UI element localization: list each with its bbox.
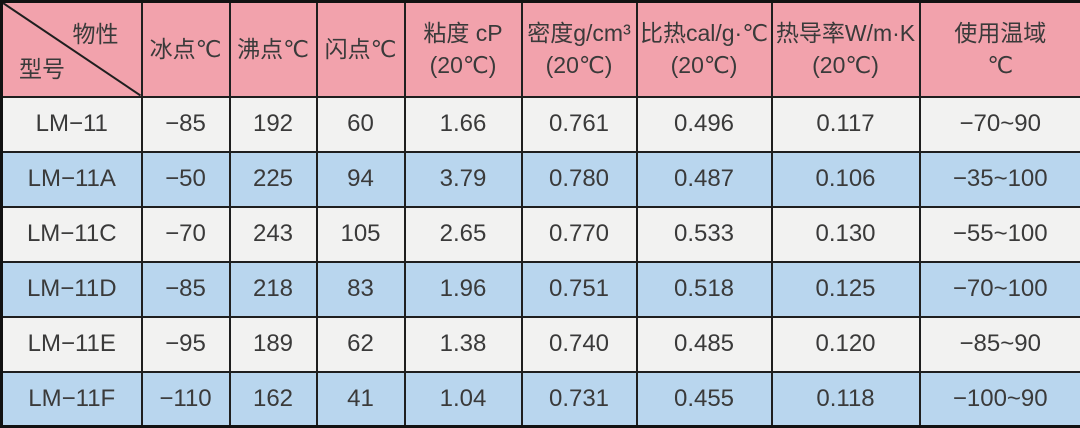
value-cell: 0.740 (522, 317, 637, 372)
value-cell: −85 (142, 97, 230, 152)
value-cell: 0.485 (637, 317, 772, 372)
value-cell: 1.66 (405, 97, 522, 152)
value-cell: 0.761 (522, 97, 637, 152)
value-cell: 105 (317, 207, 405, 262)
value-cell: 1.96 (405, 262, 522, 317)
value-cell: −55~100 (920, 207, 1080, 262)
col-header-flash-point: 闪点℃ (317, 2, 405, 97)
value-cell: −70~90 (920, 97, 1080, 152)
table-header: 物性 型号 冰点℃ 沸点℃ 闪点℃ 粘度 cP(20℃) 密度g/cm³(20℃… (2, 2, 1080, 97)
table-row: LM−11C −70 243 105 2.65 0.770 0.533 0.13… (2, 207, 1080, 262)
corner-bottom-label: 型号 (19, 50, 65, 84)
table-row: LM−11 −85 192 60 1.66 0.761 0.496 0.117 … (2, 97, 1080, 152)
value-cell: 2.65 (405, 207, 522, 262)
value-cell: 0.780 (522, 152, 637, 207)
table-row: LM−11A −50 225 94 3.79 0.780 0.487 0.106… (2, 152, 1080, 207)
value-cell: 0.770 (522, 207, 637, 262)
col-header-viscosity: 粘度 cP(20℃) (405, 2, 522, 97)
value-cell: 0.487 (637, 152, 772, 207)
model-cell: LM−11F (2, 372, 142, 427)
value-cell: 0.496 (637, 97, 772, 152)
value-cell: −70 (142, 207, 230, 262)
model-cell: LM−11E (2, 317, 142, 372)
value-cell: −85 (142, 262, 230, 317)
value-cell: 225 (230, 152, 317, 207)
model-cell: LM−11C (2, 207, 142, 262)
value-cell: 192 (230, 97, 317, 152)
value-cell: 94 (317, 152, 405, 207)
value-cell: 0.117 (772, 97, 920, 152)
value-cell: 243 (230, 207, 317, 262)
value-cell: 41 (317, 372, 405, 427)
value-cell: 0.118 (772, 372, 920, 427)
value-cell: 0.125 (772, 262, 920, 317)
value-cell: −85~90 (920, 317, 1080, 372)
model-cell: LM−11 (2, 97, 142, 152)
table-row: LM−11D −85 218 83 1.96 0.751 0.518 0.125… (2, 262, 1080, 317)
value-cell: 218 (230, 262, 317, 317)
value-cell: 0.731 (522, 372, 637, 427)
value-cell: 189 (230, 317, 317, 372)
col-header-boiling-point: 沸点℃ (230, 2, 317, 97)
header-row: 物性 型号 冰点℃ 沸点℃ 闪点℃ 粘度 cP(20℃) 密度g/cm³(20℃… (2, 2, 1080, 97)
col-header-freezing-point: 冰点℃ (142, 2, 230, 97)
col-header-specific-heat: 比热cal/g·℃(20℃) (637, 2, 772, 97)
value-cell: 0.106 (772, 152, 920, 207)
value-cell: −95 (142, 317, 230, 372)
value-cell: −50 (142, 152, 230, 207)
col-header-thermal-conductivity: 热导率W/m·K(20℃) (772, 2, 920, 97)
value-cell: 83 (317, 262, 405, 317)
value-cell: 1.04 (405, 372, 522, 427)
col-header-operating-range: 使用温域℃ (920, 2, 1080, 97)
corner-header-cell: 物性 型号 (2, 2, 142, 97)
value-cell: 0.518 (637, 262, 772, 317)
col-header-density: 密度g/cm³(20℃) (522, 2, 637, 97)
model-cell: LM−11D (2, 262, 142, 317)
value-cell: −110 (142, 372, 230, 427)
table-row: LM−11F −110 162 41 1.04 0.731 0.455 0.11… (2, 372, 1080, 427)
value-cell: −100~90 (920, 372, 1080, 427)
table-row: LM−11E −95 189 62 1.38 0.740 0.485 0.120… (2, 317, 1080, 372)
value-cell: −35~100 (920, 152, 1080, 207)
table-body: LM−11 −85 192 60 1.66 0.761 0.496 0.117 … (2, 97, 1080, 427)
value-cell: 62 (317, 317, 405, 372)
corner-top-label: 物性 (73, 15, 119, 49)
value-cell: 1.38 (405, 317, 522, 372)
value-cell: −70~100 (920, 262, 1080, 317)
value-cell: 60 (317, 97, 405, 152)
model-cell: LM−11A (2, 152, 142, 207)
value-cell: 0.455 (637, 372, 772, 427)
value-cell: 0.533 (637, 207, 772, 262)
value-cell: 162 (230, 372, 317, 427)
value-cell: 0.120 (772, 317, 920, 372)
value-cell: 0.751 (522, 262, 637, 317)
value-cell: 0.130 (772, 207, 920, 262)
value-cell: 3.79 (405, 152, 522, 207)
